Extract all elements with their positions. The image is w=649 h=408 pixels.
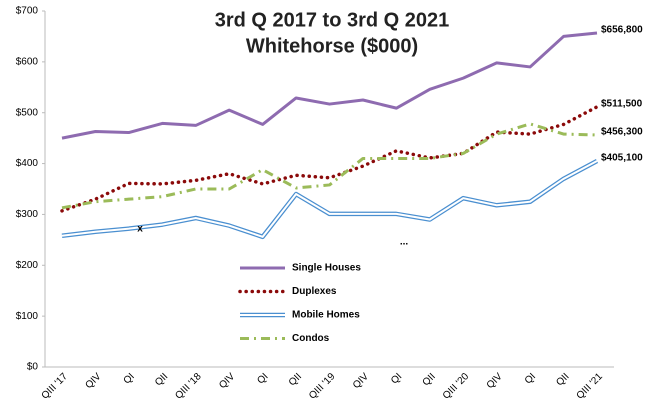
x-tick-label: QI (122, 371, 137, 386)
x-tick-label: QIII '18 (173, 371, 204, 402)
value-label: $656,800 (601, 25, 643, 36)
y-tick-label: $0 (27, 362, 39, 373)
x-tick-label: QIV (217, 371, 237, 391)
x-tick-label: QII (153, 371, 170, 388)
legend-label: Condos (292, 333, 330, 344)
y-tick-label: $200 (16, 260, 39, 271)
chart-title: 3rd Q 2017 to 3rd Q 2021 (215, 9, 450, 31)
y-tick-label: $600 (16, 56, 39, 67)
y-tick-label: $100 (16, 311, 39, 322)
legend-label: Mobile Homes (292, 310, 360, 321)
chart-subtitle: Whitehorse ($000) (246, 35, 418, 57)
legend-label: Duplexes (292, 286, 337, 297)
x-tick-label: QI (255, 371, 270, 386)
x-tick-label: QI (389, 371, 404, 386)
y-tick-label: $300 (16, 209, 39, 220)
x-tick-label: QIV (351, 371, 371, 391)
y-tick-label: $500 (16, 107, 39, 118)
x-tick-label: QIV (485, 371, 505, 391)
x-tick-label: QII (554, 371, 571, 388)
x-tick-label: QIII '20 (441, 371, 472, 402)
annotation: ... (400, 237, 409, 248)
y-tick-label: $400 (16, 158, 39, 169)
legend-label: Single Houses (292, 263, 361, 274)
series-line (60, 105, 599, 213)
x-tick-label: QII (421, 371, 438, 388)
series-line (61, 122, 598, 210)
series-line-inner (61, 160, 598, 238)
y-tick-label: $700 (16, 6, 39, 17)
x-tick-label: QIII '21 (575, 371, 606, 402)
series-line (61, 31, 598, 140)
annotation: x (137, 224, 143, 235)
x-tick-label: QIV (83, 371, 103, 391)
value-label: $511,500 (601, 99, 643, 110)
x-tick-label: QIII '17 (40, 371, 71, 402)
x-tick-label: QI (523, 371, 538, 386)
x-tick-label: QIII '19 (307, 371, 338, 402)
value-label: $456,300 (601, 127, 643, 138)
x-tick-label: QII (287, 371, 304, 388)
value-label: $405,100 (601, 153, 643, 164)
